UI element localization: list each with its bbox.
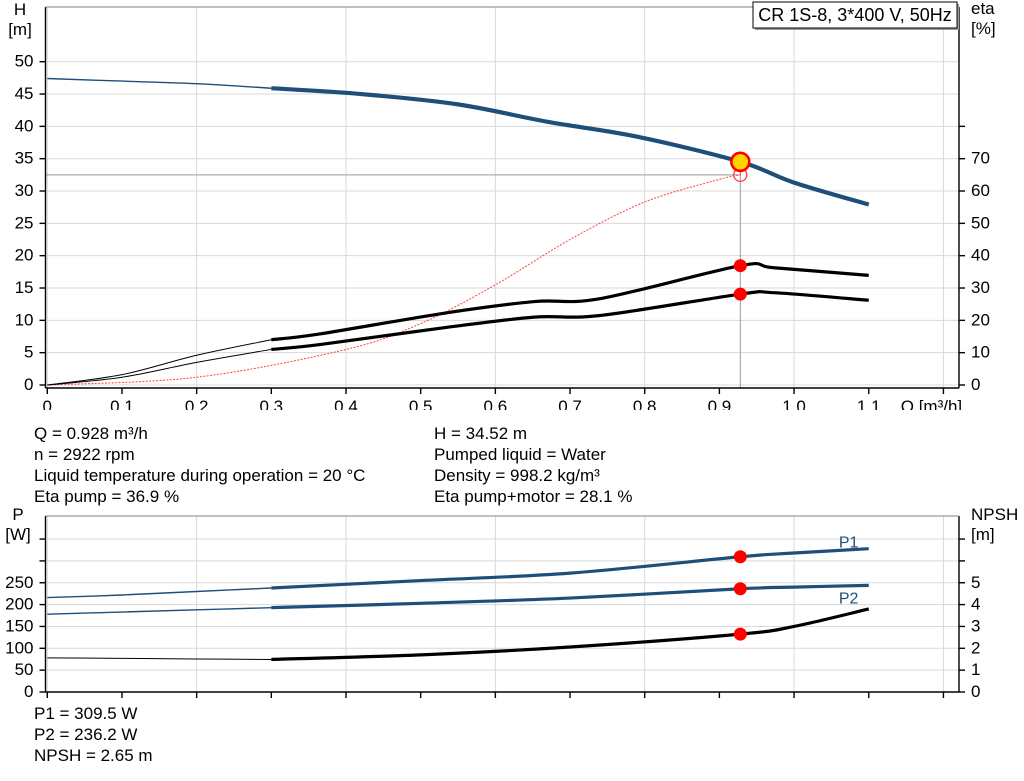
svg-text:200: 200 xyxy=(5,595,33,614)
svg-text:[m]: [m] xyxy=(971,525,995,544)
svg-text:0: 0 xyxy=(971,682,980,701)
svg-text:3: 3 xyxy=(971,616,980,635)
svg-text:5: 5 xyxy=(971,573,980,592)
svg-text:0: 0 xyxy=(24,682,33,701)
svg-text:P: P xyxy=(12,505,23,524)
svg-text:100: 100 xyxy=(5,638,33,657)
svg-text:4: 4 xyxy=(971,595,980,614)
svg-text:2: 2 xyxy=(971,638,980,657)
svg-text:50: 50 xyxy=(15,660,34,679)
svg-text:250: 250 xyxy=(5,573,33,592)
svg-text:150: 150 xyxy=(5,616,33,635)
svg-text:P1: P1 xyxy=(839,535,859,552)
svg-text:1: 1 xyxy=(971,660,980,679)
svg-text:[W]: [W] xyxy=(5,525,31,544)
svg-text:NPSH: NPSH xyxy=(971,505,1018,524)
svg-text:P2: P2 xyxy=(839,590,859,607)
